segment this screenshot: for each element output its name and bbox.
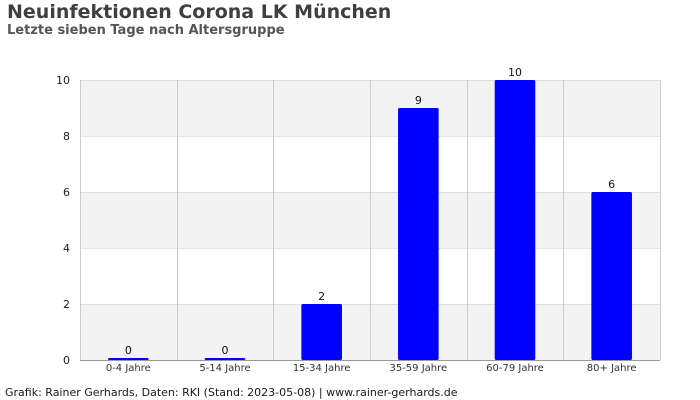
x-tick-label: 80+ Jahre — [587, 363, 637, 374]
chart-title: Neuinfektionen Corona LK München — [7, 1, 392, 23]
y-tick-label: 2 — [63, 298, 70, 311]
source-credit: Grafik: Rainer Gerhards, Daten: RKI (Sta… — [5, 386, 458, 399]
bar-value-label: 0 — [222, 344, 229, 357]
bar — [494, 80, 536, 360]
y-tick-label: 4 — [63, 242, 70, 255]
chart-subtitle: Letzte sieben Tage nach Altersgruppe — [7, 23, 285, 38]
bar-value-label: 6 — [608, 178, 615, 191]
bar-value-label: 9 — [415, 94, 422, 107]
y-tick-label: 8 — [63, 130, 70, 143]
y-tick-label: 0 — [63, 354, 70, 367]
bar — [108, 358, 149, 360]
bar-value-label: 2 — [318, 290, 325, 303]
bar — [301, 304, 342, 360]
x-tick-label: 0-4 Jahre — [106, 363, 151, 374]
bar — [398, 108, 439, 360]
bar-value-label: 10 — [508, 66, 522, 79]
x-tick-label: 5-14 Jahre — [199, 363, 250, 374]
x-tick-label: 35-59 Jahre — [389, 363, 447, 374]
y-tick-label: 10 — [56, 74, 70, 87]
x-tick-label: 60-79 Jahre — [486, 363, 544, 374]
bar-value-label: 0 — [125, 344, 132, 357]
y-tick-label: 6 — [63, 186, 70, 199]
bar — [204, 358, 246, 360]
bar — [591, 192, 632, 360]
x-tick-label: 15-34 Jahre — [293, 363, 351, 374]
